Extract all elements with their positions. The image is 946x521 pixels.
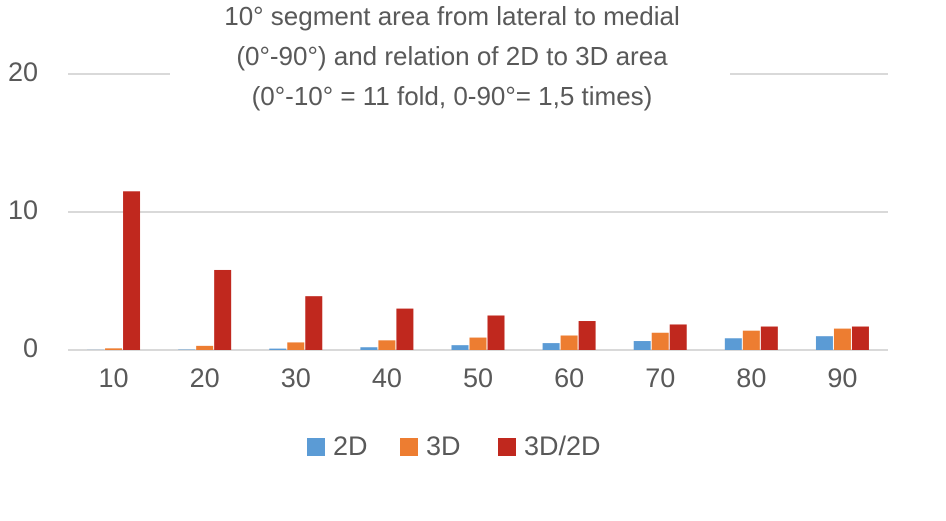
bar bbox=[760, 326, 778, 350]
legend-swatch bbox=[400, 438, 418, 456]
bar bbox=[105, 348, 123, 350]
legend-label: 3D bbox=[426, 431, 461, 461]
bar bbox=[269, 348, 287, 350]
x-tick-label: 30 bbox=[281, 363, 311, 393]
bar bbox=[451, 345, 469, 350]
bar bbox=[633, 341, 651, 350]
bar bbox=[469, 337, 487, 350]
bar bbox=[214, 269, 232, 350]
bar bbox=[196, 345, 214, 350]
bar bbox=[815, 336, 833, 350]
bar bbox=[360, 347, 378, 350]
legend-swatch bbox=[498, 438, 516, 456]
bar bbox=[378, 340, 396, 350]
x-tick-label: 50 bbox=[463, 363, 493, 393]
bar bbox=[123, 191, 141, 350]
x-tick-label: 10 bbox=[99, 363, 129, 393]
x-tick-label: 70 bbox=[645, 363, 675, 393]
bar bbox=[487, 315, 505, 350]
bar bbox=[669, 324, 687, 350]
x-tick-label: 20 bbox=[190, 363, 220, 393]
bar bbox=[542, 343, 560, 350]
x-tick-label: 40 bbox=[372, 363, 402, 393]
x-tick-label: 80 bbox=[736, 363, 766, 393]
y-tick-label: 20 bbox=[8, 57, 38, 87]
bar bbox=[578, 321, 596, 350]
y-tick-label: 0 bbox=[23, 333, 38, 363]
bar bbox=[305, 296, 323, 350]
bar bbox=[287, 342, 305, 350]
bar bbox=[651, 332, 669, 350]
bar bbox=[833, 328, 851, 350]
legend-swatch bbox=[307, 438, 325, 456]
legend-label: 2D bbox=[333, 431, 368, 461]
y-tick-label: 10 bbox=[8, 195, 38, 225]
bar bbox=[396, 308, 414, 350]
chart-title: 10° segment area from lateral to medial bbox=[224, 1, 680, 31]
chart-title: (0°-90°) and relation of 2D to 3D area bbox=[236, 41, 668, 71]
bar bbox=[851, 326, 869, 350]
bar bbox=[560, 335, 578, 350]
x-tick-label: 60 bbox=[554, 363, 584, 393]
legend-label: 3D/2D bbox=[524, 431, 601, 461]
bar bbox=[742, 330, 760, 350]
bar bbox=[724, 338, 742, 350]
chart-title: (0°-10° = 11 fold, 0-90°= 1,5 times) bbox=[252, 81, 653, 111]
title-background bbox=[170, 0, 730, 120]
x-tick-label: 90 bbox=[827, 363, 857, 393]
